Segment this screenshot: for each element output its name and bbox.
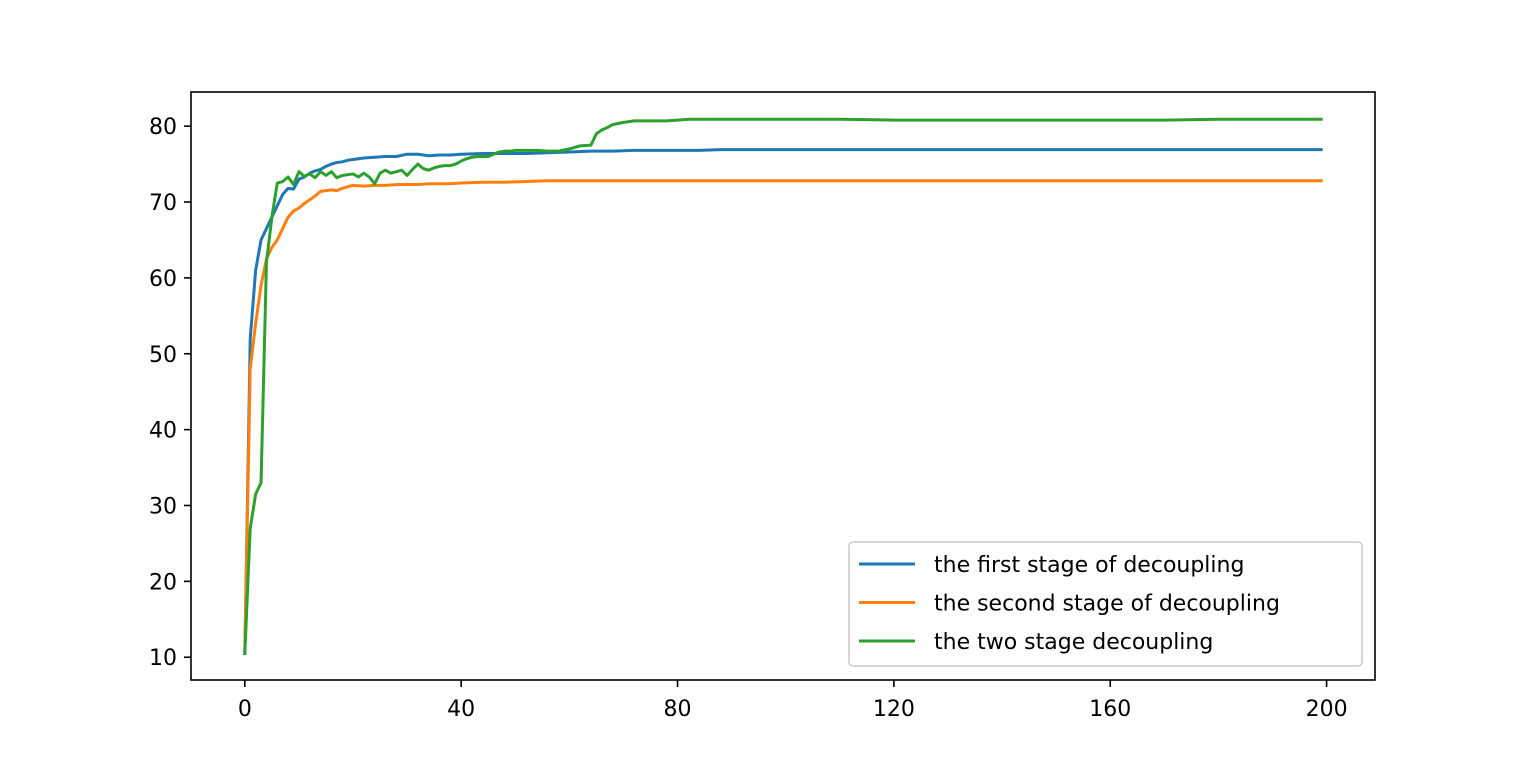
series-line-1: [243, 148, 1323, 655]
plot-frame: [190, 91, 1376, 681]
y-tick-label: 20: [149, 570, 177, 595]
legend-label-1: the first stage of decoupling: [934, 553, 1244, 578]
y-tick-label: 60: [149, 267, 177, 292]
y-tick-label: 70: [149, 191, 177, 216]
x-tick-label: 200: [1306, 697, 1348, 722]
x-tick-label: 160: [1089, 697, 1131, 722]
series-layer: [243, 117, 1323, 656]
y-tick-label: 10: [149, 646, 177, 671]
series-line-3: [243, 117, 1323, 656]
legend-label-2: the second stage of decoupling: [934, 592, 1280, 617]
legend-label-3: the two stage decoupling: [934, 630, 1213, 655]
legend: the first stage of decoupling the second …: [848, 541, 1363, 667]
y-tick-label: 50: [149, 343, 177, 368]
y-tick-label: 40: [149, 419, 177, 444]
axes-layer: 0 40 80 120 160 200 10 20 30 40 50 60 70 80: [149, 91, 1376, 722]
series-line-2: [243, 179, 1323, 655]
x-tick-label: 40: [447, 697, 475, 722]
x-tick-label: 120: [873, 697, 915, 722]
y-tick-label: 30: [149, 494, 177, 519]
y-tick-label: 80: [149, 115, 177, 140]
x-tick-label: 0: [238, 697, 252, 722]
x-tick-label: 80: [664, 697, 692, 722]
legend-box: [848, 541, 1363, 667]
